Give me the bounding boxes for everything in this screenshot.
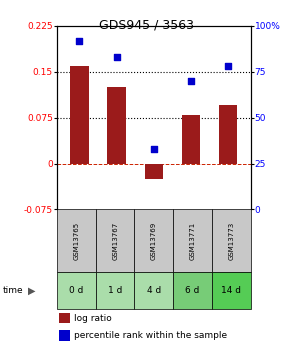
Text: GSM13771: GSM13771 (190, 222, 195, 260)
Bar (219, 106, 238, 164)
Bar (212, 209, 251, 273)
Bar (144, 164, 163, 179)
Text: 1 d: 1 d (108, 286, 122, 295)
Text: GSM13769: GSM13769 (151, 222, 157, 260)
Bar (212, 273, 251, 309)
Text: percentile rank within the sample: percentile rank within the sample (74, 331, 227, 339)
Bar (173, 273, 212, 309)
Text: GSM13773: GSM13773 (228, 222, 234, 260)
Text: GDS945 / 3563: GDS945 / 3563 (99, 19, 194, 32)
Bar (96, 209, 134, 273)
Bar (96, 273, 134, 309)
Bar (59, 313, 70, 324)
Bar (182, 115, 200, 164)
Bar (59, 329, 70, 341)
Bar (134, 273, 173, 309)
Text: GSM13765: GSM13765 (74, 222, 79, 260)
Bar (107, 87, 126, 164)
Bar (134, 209, 173, 273)
Point (189, 78, 193, 84)
Bar (57, 273, 96, 309)
Text: GSM13767: GSM13767 (112, 222, 118, 260)
Point (77, 39, 82, 44)
Text: 6 d: 6 d (185, 286, 200, 295)
Bar (57, 209, 96, 273)
Text: 0 d: 0 d (69, 286, 84, 295)
Point (226, 63, 231, 69)
Text: 4 d: 4 d (147, 286, 161, 295)
Text: log ratio: log ratio (74, 314, 111, 323)
Text: 14 d: 14 d (221, 286, 241, 295)
Bar (173, 209, 212, 273)
Text: time: time (3, 286, 23, 295)
Text: ▶: ▶ (28, 286, 35, 296)
Point (114, 54, 119, 60)
Point (151, 146, 156, 152)
Bar (70, 66, 89, 164)
